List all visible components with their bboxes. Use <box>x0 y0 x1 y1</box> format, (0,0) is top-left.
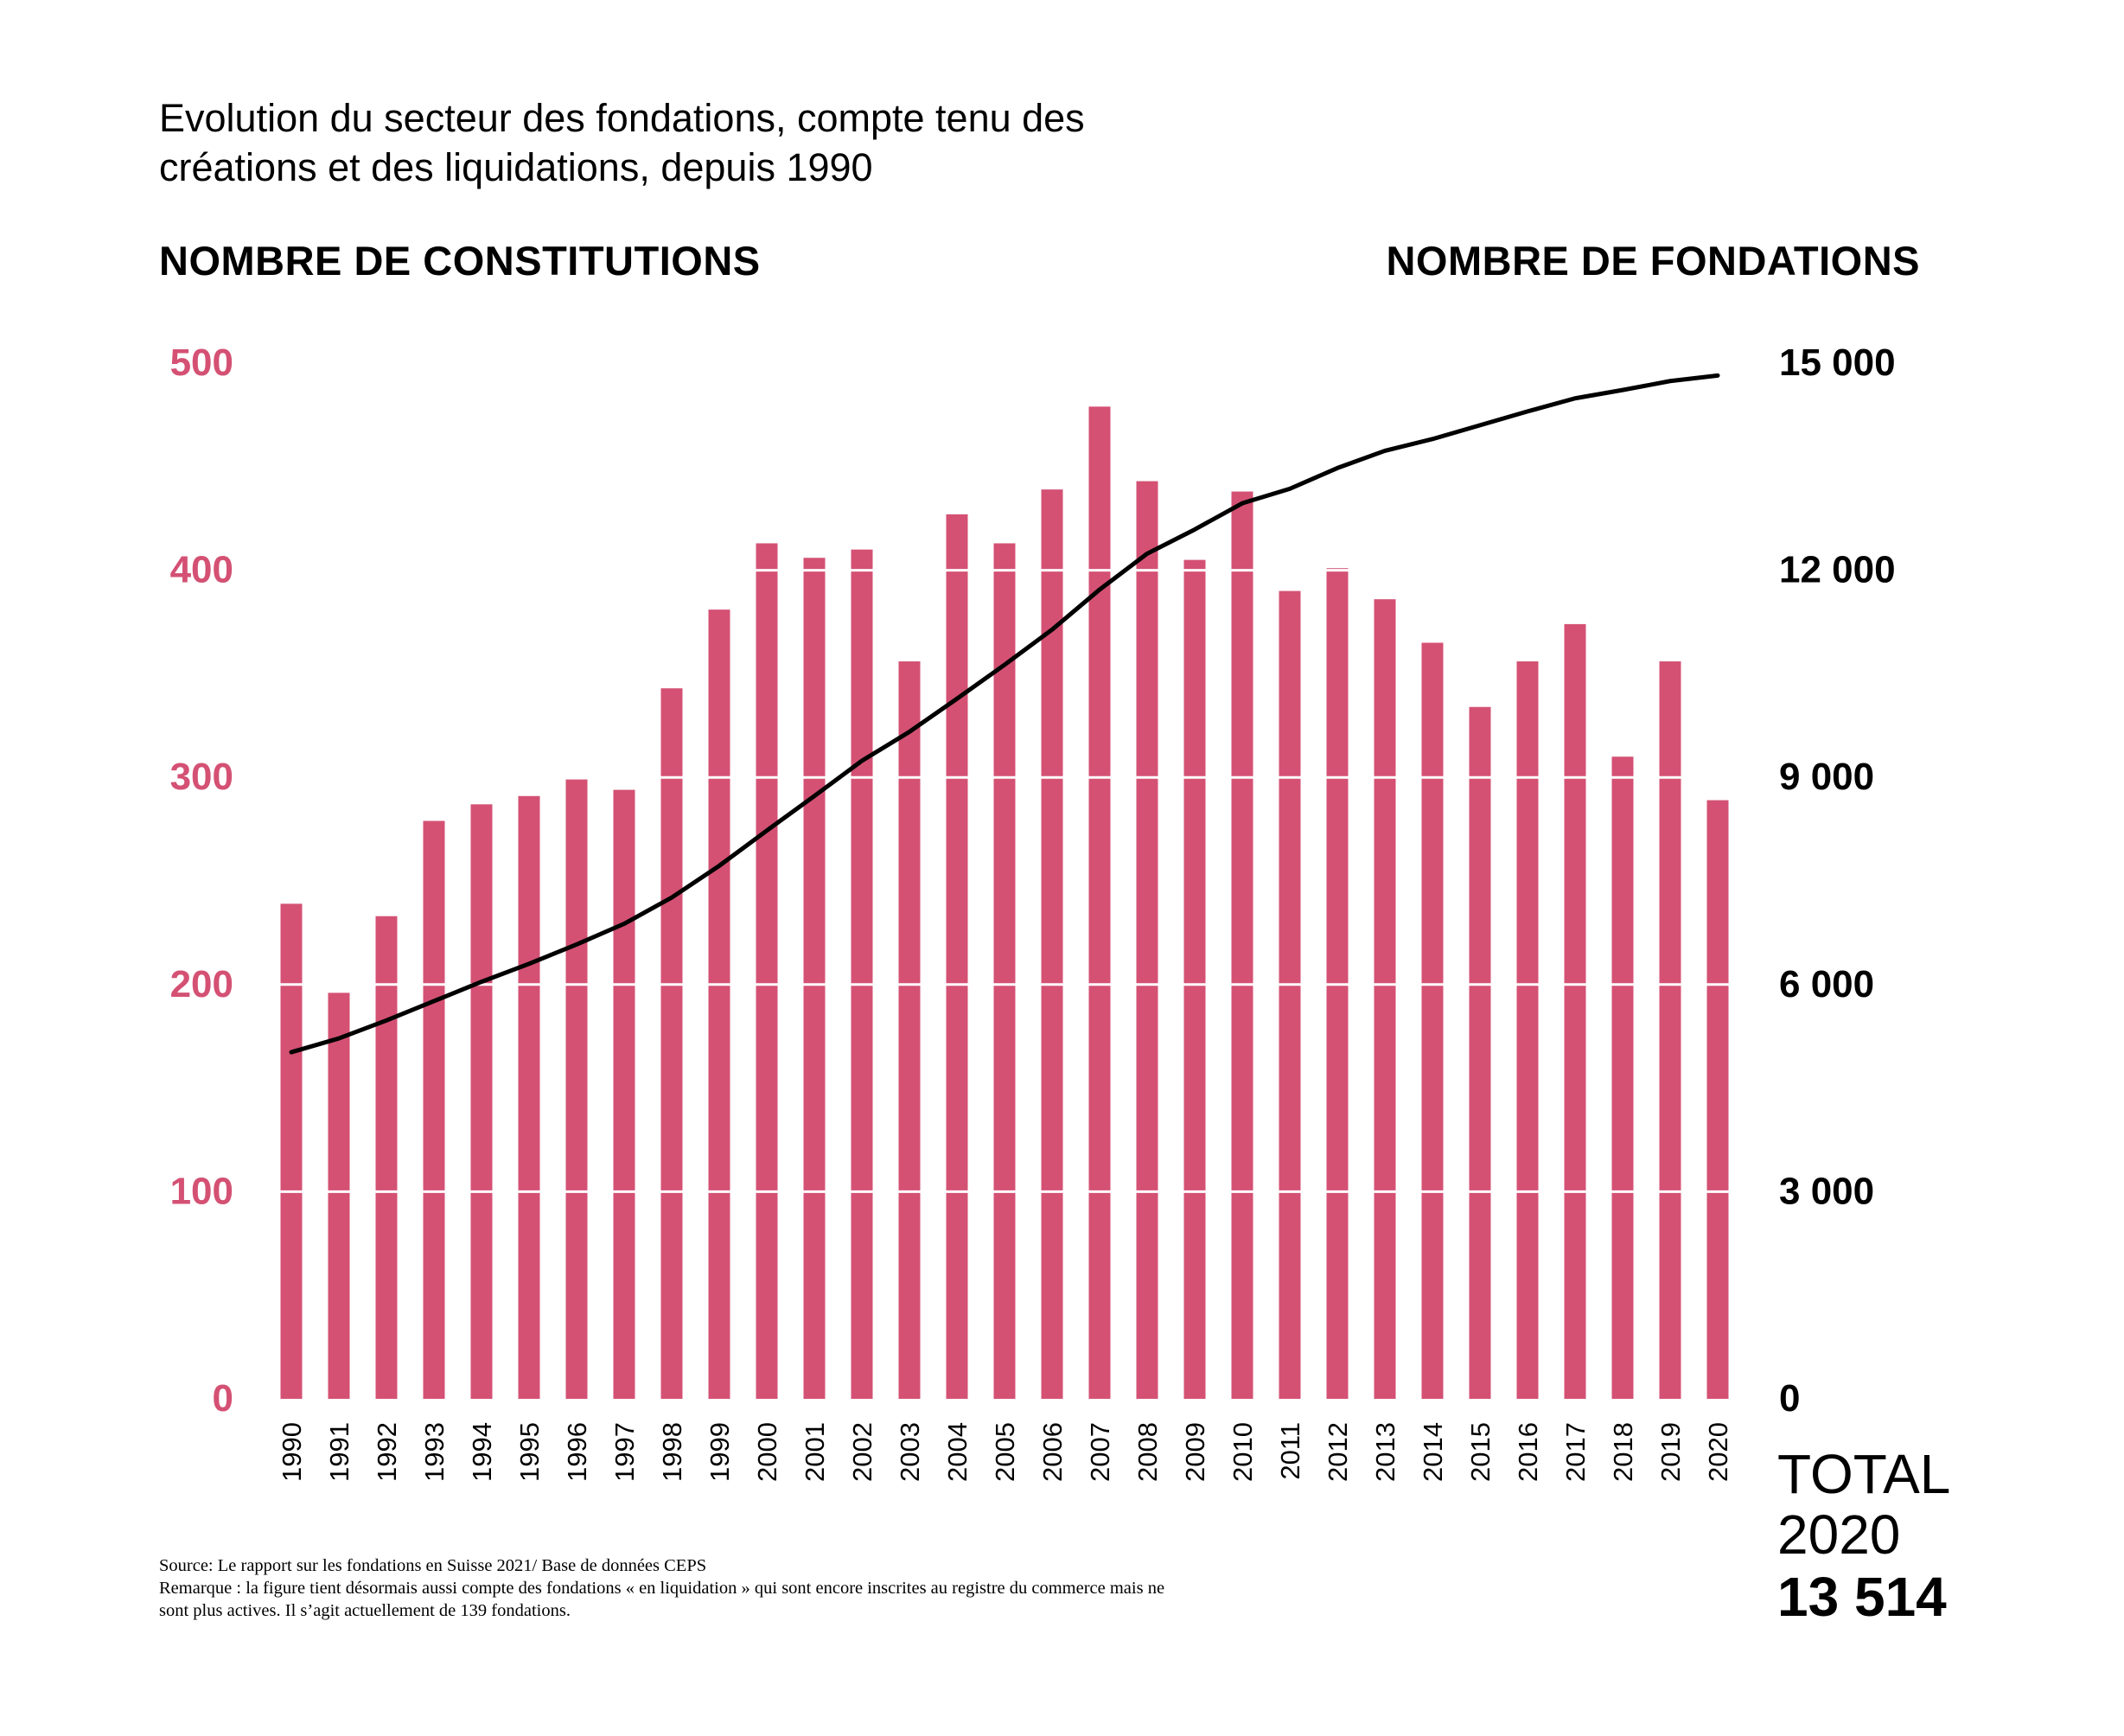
bar-2017 <box>1564 623 1586 1399</box>
x-tick-label: 2000 <box>752 1422 782 1482</box>
x-tick-label: 1998 <box>657 1422 687 1482</box>
x-tick-label: 2007 <box>1085 1422 1115 1482</box>
x-tick-label: 1999 <box>705 1422 735 1482</box>
bar-1993 <box>423 820 445 1399</box>
bar-1992 <box>375 916 398 1399</box>
x-tick-label: 2001 <box>800 1422 830 1482</box>
x-tick-label: 1992 <box>372 1422 402 1482</box>
right-tick-label: 0 <box>1779 1377 1800 1420</box>
bar-2002 <box>851 549 873 1399</box>
x-tick-label: 2017 <box>1560 1422 1591 1482</box>
right-tick-label: 15 000 <box>1779 341 1896 384</box>
right-tick-label: 6 000 <box>1779 963 1874 1005</box>
x-tick-label: 2013 <box>1370 1422 1400 1482</box>
right-tick-label: 3 000 <box>1779 1170 1874 1212</box>
foundations-line <box>289 373 1720 1055</box>
bar-1999 <box>708 610 730 1399</box>
footnote-remark: Remarque : la figure tient désormais aus… <box>159 1579 1165 1620</box>
bar-2005 <box>993 543 1016 1399</box>
total-year: 2020 <box>1777 1503 1901 1566</box>
x-tick-label: 2016 <box>1513 1422 1543 1482</box>
x-tick-label: 1994 <box>467 1422 497 1482</box>
bar-2018 <box>1611 756 1634 1399</box>
bar-1991 <box>328 992 350 1399</box>
bar-2014 <box>1421 642 1444 1399</box>
bar-2000 <box>756 543 778 1399</box>
x-tick-label: 1993 <box>419 1422 450 1482</box>
chart-title: Evolution du secteur des fondations, com… <box>159 96 1085 189</box>
footnote: Source: Le rapport sur les fondations en… <box>159 1554 1196 1622</box>
bar-2020 <box>1706 800 1729 1399</box>
x-tick-label: 2002 <box>847 1422 877 1482</box>
x-tick-label: 1995 <box>514 1422 545 1482</box>
left-tick-label: 100 <box>170 1170 233 1212</box>
total-value: 13 514 <box>1777 1566 1947 1628</box>
x-tick-label: 2006 <box>1037 1422 1068 1482</box>
right-tick-label: 12 000 <box>1779 549 1896 591</box>
gridlines <box>265 569 1744 1193</box>
line-series <box>289 373 1720 1055</box>
bar-1990 <box>280 903 303 1399</box>
x-tick-label: 2010 <box>1228 1422 1258 1482</box>
x-tick-label: 2011 <box>1275 1422 1305 1480</box>
bar-2010 <box>1231 491 1253 1399</box>
bar-2016 <box>1516 661 1539 1399</box>
x-tick-label: 2009 <box>1180 1422 1210 1482</box>
bar-1997 <box>613 789 635 1399</box>
x-tick-label: 2004 <box>942 1422 973 1482</box>
x-tick-label: 2019 <box>1655 1422 1686 1482</box>
bar-2009 <box>1183 559 1206 1399</box>
bar-2003 <box>898 661 921 1399</box>
left-tick-label: 400 <box>170 549 233 591</box>
bar-2011 <box>1279 590 1301 1399</box>
left-axis-ticks: 0 100 200 300 400 500 <box>170 341 233 1420</box>
right-tick-label: 9 000 <box>1779 756 1874 798</box>
bar-1996 <box>565 779 588 1399</box>
bar-2019 <box>1659 661 1681 1399</box>
x-tick-label: 2020 <box>1703 1422 1733 1482</box>
bar-2008 <box>1136 481 1158 1399</box>
bar-1994 <box>470 804 493 1399</box>
footnote-source: Source: Le rapport sur les fondations en… <box>159 1556 707 1575</box>
bar-2007 <box>1088 406 1111 1399</box>
bar-1998 <box>660 688 683 1399</box>
bar-2015 <box>1469 706 1491 1399</box>
right-axis-ticks: 0 3 000 6 000 9 000 12 000 15 000 <box>1779 341 1896 1420</box>
bar-2006 <box>1041 489 1063 1399</box>
x-tick-label: 1996 <box>562 1422 592 1482</box>
x-axis-labels: 1990 1991 1992 1993 1994 1995 1996 1997 1998 1999… <box>277 1422 1733 1482</box>
left-tick-label: 300 <box>170 756 233 798</box>
x-tick-label: 2015 <box>1465 1422 1496 1482</box>
x-tick-label: 2012 <box>1323 1422 1353 1482</box>
left-tick-label: 200 <box>170 963 233 1005</box>
x-tick-label: 1997 <box>609 1422 640 1482</box>
x-tick-label: 1991 <box>324 1422 354 1482</box>
x-tick-label: 2003 <box>895 1422 925 1482</box>
x-tick-label: 2014 <box>1418 1422 1448 1482</box>
bar-1995 <box>518 795 540 1399</box>
total-label: TOTAL <box>1777 1443 1951 1505</box>
x-tick-label: 2018 <box>1608 1422 1638 1482</box>
left-tick-label: 0 <box>213 1377 233 1420</box>
right-axis-title: NOMBRE DE FONDATIONS <box>1386 238 1920 284</box>
bar-series <box>280 406 1729 1399</box>
bar-2013 <box>1374 599 1396 1399</box>
bar-2001 <box>803 558 826 1399</box>
total-block: TOTAL 2020 13 514 <box>1777 1444 1950 1629</box>
bar-2004 <box>946 514 968 1399</box>
x-tick-label: 2008 <box>1132 1422 1163 1482</box>
x-tick-label: 1990 <box>277 1422 307 1482</box>
left-tick-label: 500 <box>170 341 233 384</box>
left-axis-title: NOMBRE DE CONSTITUTIONS <box>159 238 761 284</box>
x-tick-label: 2005 <box>990 1422 1020 1482</box>
